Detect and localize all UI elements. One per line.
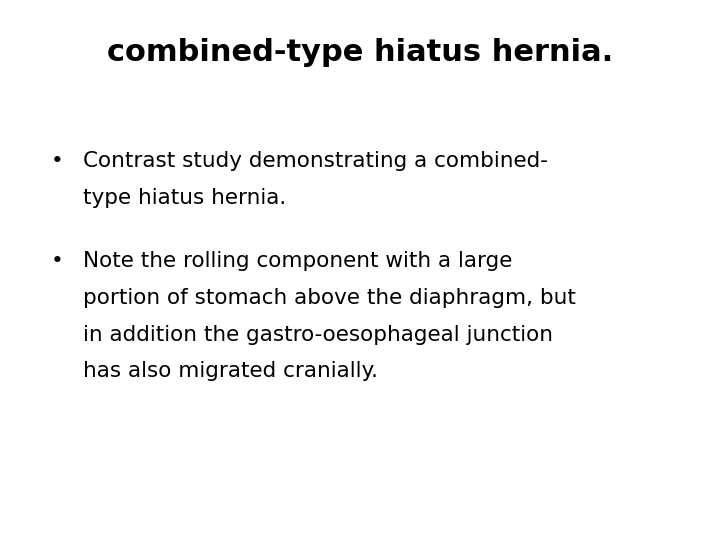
- Text: portion of stomach above the diaphragm, but: portion of stomach above the diaphragm, …: [83, 288, 576, 308]
- Text: Note the rolling component with a large: Note the rolling component with a large: [83, 251, 512, 271]
- Text: •: •: [50, 151, 63, 171]
- Text: Contrast study demonstrating a combined-: Contrast study demonstrating a combined-: [83, 151, 548, 171]
- Text: has also migrated cranially.: has also migrated cranially.: [83, 361, 378, 381]
- Text: in addition the gastro-oesophageal junction: in addition the gastro-oesophageal junct…: [83, 325, 553, 345]
- Text: combined-type hiatus hernia.: combined-type hiatus hernia.: [107, 38, 613, 67]
- Text: •: •: [50, 251, 63, 271]
- Text: type hiatus hernia.: type hiatus hernia.: [83, 188, 286, 208]
